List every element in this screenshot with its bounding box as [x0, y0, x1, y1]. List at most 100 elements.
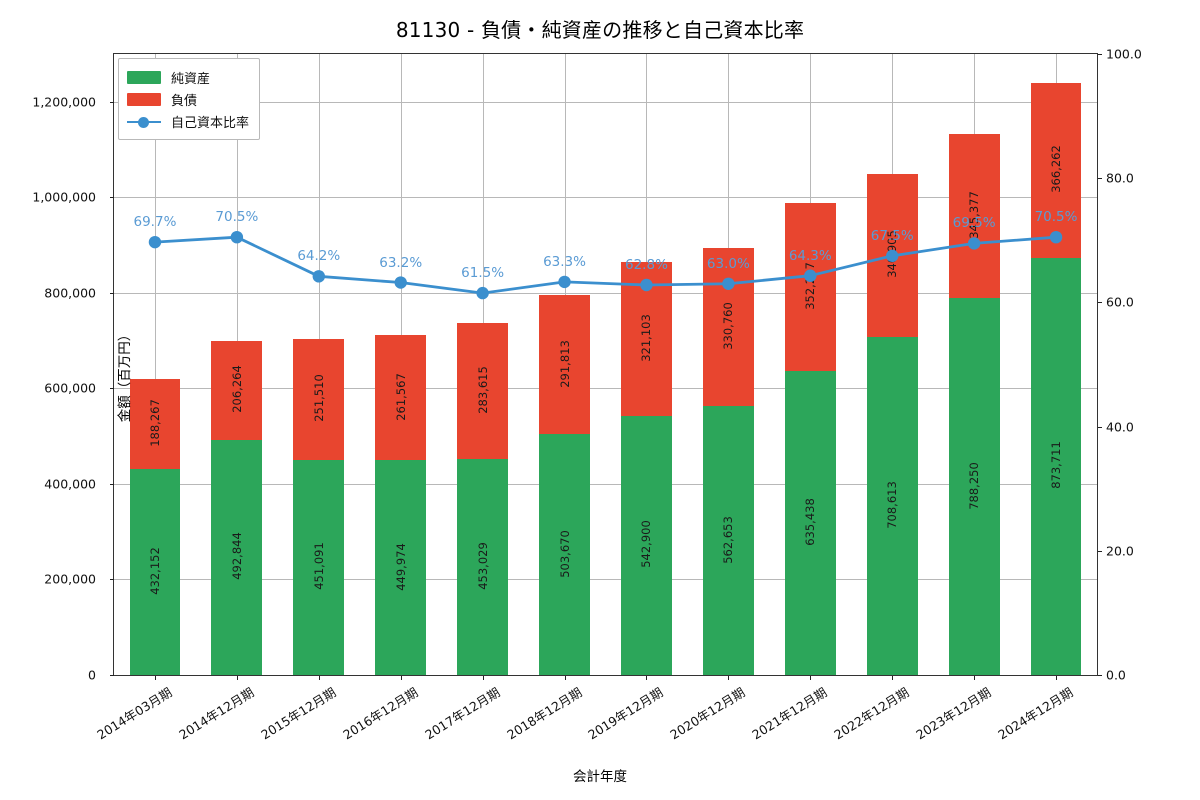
- y-axis-tick-label-right: 40.0: [1106, 419, 1134, 435]
- gridline-vertical: [154, 54, 156, 675]
- equity-ratio-value-label: 63.0%: [706, 255, 750, 272]
- legend-swatch-liabilities: [127, 92, 161, 106]
- y-axis-tick-mark-right: [1098, 675, 1102, 676]
- legend-item-equity-ratio: 自己資本比率: [127, 110, 249, 132]
- bar-group: 503,670 291,813: [539, 295, 590, 675]
- y-axis-tick-mark-left: [110, 101, 114, 103]
- bar-group: 873,711 366,262: [1030, 82, 1082, 675]
- bar-segment-equity: 449,974: [375, 460, 427, 675]
- x-axis-tick-mark: [236, 676, 238, 680]
- bar-segment-liabilities: 261,567: [375, 335, 427, 461]
- y-axis-tick-label-right: 20.0: [1106, 543, 1134, 559]
- bar-segment-equity: 453,029: [457, 458, 508, 675]
- x-axis-tick-label: 2015年12月期: [258, 684, 339, 743]
- x-axis-tick-label: 2014年12月期: [176, 684, 257, 743]
- y-axis-tick-mark-left: [110, 579, 114, 581]
- y-axis-tick-mark-right: [1098, 302, 1102, 304]
- equity-ratio-value-label: 69.7%: [133, 214, 177, 231]
- x-axis-label: 会計年度: [573, 769, 627, 785]
- bar-segment-liabilities: 366,262: [1030, 82, 1082, 258]
- x-axis-tick-mark: [728, 676, 730, 680]
- bar-segment-liabilities: 206,264: [211, 341, 263, 440]
- equity-ratio-value-label: 63.3%: [543, 253, 586, 270]
- legend-item-equity: 純資産: [127, 66, 249, 88]
- bar-group: 451,091 251,510: [293, 339, 345, 675]
- equity-ratio-marker: [967, 237, 981, 250]
- x-axis-tick-label: 2023年12月期: [913, 684, 994, 743]
- bar-segment-equity: 492,844: [211, 439, 263, 675]
- equity-ratio-value-label: 70.5%: [1034, 209, 1078, 226]
- bar-segment-liabilities: 283,615: [457, 323, 508, 459]
- y-axis-tick-label-left: 800,000: [44, 285, 96, 301]
- gridline-horizontal: [114, 579, 1097, 581]
- y-axis-label-left: 金額（百万円）: [117, 327, 133, 423]
- equity-ratio-marker: [1049, 230, 1063, 244]
- x-axis-tick-mark: [482, 676, 484, 680]
- x-axis-tick-mark: [974, 676, 976, 680]
- bar-segment-equity: 432,152: [129, 468, 181, 675]
- bar-group: 635,438 352,227: [784, 203, 836, 675]
- y-axis-tick-mark-left: [110, 197, 114, 199]
- bar-segment-liabilities: 330,760: [702, 248, 754, 407]
- x-axis-tick-label: 2018年12月期: [503, 684, 585, 743]
- x-axis-tick-label: 2019年12月期: [585, 684, 666, 743]
- bar-group: 432,152 188,267: [129, 378, 181, 675]
- chart-title: 81130 - 負債・純資産の推移と自己資本比率: [395, 18, 805, 42]
- x-axis-tick-mark: [154, 676, 156, 680]
- bar-segment-liabilities: 188,267: [129, 378, 181, 469]
- gridline-horizontal: [114, 483, 1097, 485]
- bar-group: 708,613340,905: [866, 173, 918, 675]
- equity-ratio-marker: [230, 230, 244, 244]
- x-axis-tick-label: 2016年12月期: [340, 684, 421, 743]
- y-axis-tick-label-right: 60.0: [1106, 294, 1134, 310]
- equity-ratio-value-label: 70.5%: [215, 209, 259, 226]
- equity-ratio-value-label: 64.3%: [788, 247, 832, 264]
- x-axis-tick-label: 2020年12月期: [667, 684, 748, 743]
- y-axis-tick-mark-right: [1098, 550, 1102, 552]
- y-axis-tick-label-right: 100.0: [1106, 46, 1142, 62]
- equity-ratio-line: [154, 235, 1057, 295]
- x-axis-tick-mark: [400, 676, 402, 680]
- bar-layer: 432,152 188,267 492,844 206,264 451,091 251,5…: [114, 54, 1097, 675]
- y-axis-tick-label-left: 200,000: [44, 571, 96, 587]
- equity-ratio-value-label: 64.2%: [297, 248, 341, 265]
- y-axis-tick-label-left: 1,200,000: [32, 94, 96, 110]
- equity-ratio-value-label: 69.5%: [952, 215, 996, 232]
- gridline-horizontal: [114, 101, 1097, 103]
- legend-label-equity: 純資産: [171, 71, 211, 87]
- bar-segment-liabilities: 291,813: [539, 295, 590, 435]
- legend-label-liabilities: 負債: [171, 93, 198, 109]
- x-axis-tick-label: 2021年12月期: [749, 684, 830, 743]
- gridline-horizontal: [114, 197, 1097, 199]
- bar-segment-liabilities: 251,510: [293, 339, 345, 460]
- bar-group: 542,900 321,103: [621, 262, 672, 675]
- x-axis-tick-label: 2024年12月期: [995, 684, 1076, 743]
- y-axis-tick-mark-left: [110, 483, 114, 485]
- equity-ratio-marker: [804, 269, 817, 282]
- x-axis-tick-mark: [1056, 676, 1058, 680]
- y-axis-tick-label-left: 0: [88, 667, 96, 683]
- bar-segment-equity: 562,653: [702, 406, 754, 675]
- equity-ratio-marker: [312, 270, 325, 283]
- equity-ratio-marker: [640, 278, 653, 292]
- y-axis-tick-mark-right: [1098, 178, 1102, 180]
- equity-ratio-marker: [394, 276, 407, 289]
- equity-ratio-marker: [722, 277, 735, 290]
- x-axis-tick-mark: [892, 676, 894, 680]
- x-axis-tick-label: 2017年12月期: [421, 684, 503, 743]
- chart-legend: 純資産 負債 自己資本比率: [118, 58, 261, 140]
- plot-area: 432,152 188,267 492,844 206,264 451,091 251,5…: [113, 53, 1098, 676]
- y-axis-tick-label-left: 1,000,000: [32, 189, 96, 205]
- y-axis-tick-label-right: 80.0: [1106, 170, 1134, 186]
- bar-segment-equity: 542,900: [621, 415, 672, 675]
- y-axis-tick-mark-right: [1098, 54, 1102, 55]
- y-axis-tick-mark-left: [110, 292, 114, 294]
- bar-segment-equity: 451,091: [293, 459, 345, 675]
- equity-ratio-value-label: 61.5%: [461, 265, 505, 282]
- equity-ratio-marker: [148, 235, 162, 249]
- bar-segment-equity: 788,250: [948, 298, 1000, 675]
- equity-ratio-value-label: 67.5%: [870, 227, 914, 244]
- bar-group: 562,653 330,760: [702, 248, 754, 675]
- bar-segment-equity: 503,670: [539, 434, 590, 675]
